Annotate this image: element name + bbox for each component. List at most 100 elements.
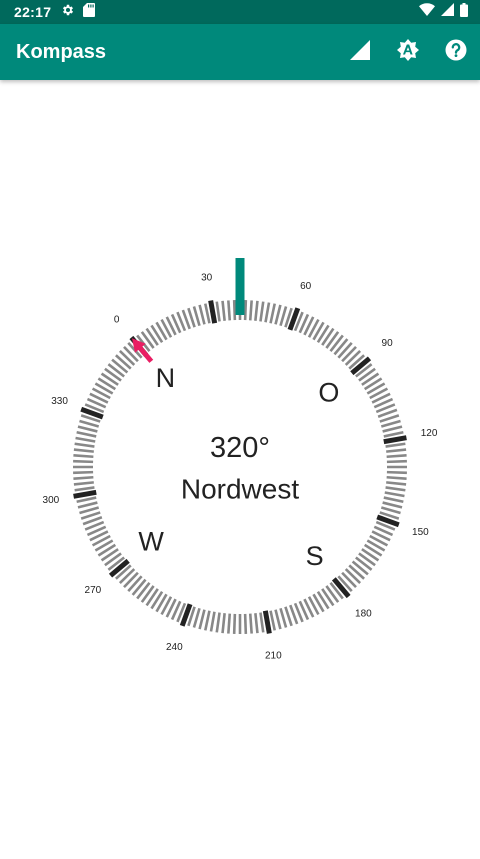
minor-tick [155,593,168,613]
status-bar: 22:17 [0,0,480,24]
minor-tick [79,419,100,428]
major-tick [376,514,400,528]
minor-tick [351,560,369,576]
minor-tick [355,556,373,571]
minor-tick [386,470,407,475]
minor-tick [377,408,398,418]
minor-tick [91,534,111,547]
compass-area: 0 30 60 90 120 150 180 210 240 270 300 330 N O S W … [0,80,480,854]
minor-tick [86,397,107,409]
minor-tick [192,306,201,327]
sd-card-icon [83,2,96,22]
signal-strength-button[interactable] [336,28,384,76]
minor-tick [366,539,386,552]
cell-signal-icon [441,3,454,21]
minor-tick [160,318,173,338]
minor-tick [97,377,117,391]
minor-tick [104,552,122,567]
minor-tick [284,606,293,627]
minor-tick [312,321,325,341]
north-arrow-icon [132,338,154,363]
minor-tick [140,331,155,349]
degree-label: 210 [265,651,282,662]
wifi-icon [419,3,435,21]
minor-tick [198,304,206,325]
minor-tick [107,556,125,571]
minor-tick [269,303,276,324]
cardinal-south: S [306,541,324,571]
minor-tick [74,486,95,492]
minor-tick [371,392,391,404]
minor-tick [160,596,173,616]
auto-brightness-button[interactable] [384,28,432,76]
minor-tick [337,342,353,359]
minor-tick [259,301,265,322]
minor-tick [369,534,389,547]
minor-tick [198,609,206,630]
major-tick [287,307,301,331]
minor-tick [104,367,122,382]
minor-tick [363,543,383,557]
major-tick [350,356,372,376]
minor-tick [298,600,310,621]
minor-tick [84,520,105,531]
minor-tick [269,610,276,631]
minor-tick [150,590,164,610]
minor-tick [321,588,335,607]
app-title: Kompass [16,40,107,63]
help-button[interactable] [432,28,480,76]
heading-degrees: 320° [210,432,270,464]
minor-tick [155,321,168,341]
minor-tick [248,613,253,634]
minor-tick [89,392,109,404]
minor-tick [348,564,365,580]
minor-tick [358,367,376,382]
minor-tick [176,311,187,332]
minor-tick [325,331,340,349]
minor-tick [94,539,114,552]
minor-tick [145,588,159,607]
minor-tick [361,548,380,562]
minor-tick [380,419,401,428]
minor-tick [259,612,265,633]
minor-tick [221,300,226,321]
minor-tick [187,307,196,328]
major-tick [383,435,407,445]
minor-tick [307,596,320,616]
minor-tick [150,324,164,344]
minor-tick [232,300,237,321]
minor-tick [379,414,400,423]
minor-tick [325,585,340,603]
minor-tick [329,582,344,600]
north-arrow-head [132,338,146,353]
minor-tick [91,387,111,400]
minor-tick [344,350,362,366]
minor-tick [316,324,330,344]
minor-tick [274,304,282,325]
minor-tick [82,516,103,526]
minor-tick [274,609,282,630]
minor-tick [358,552,376,567]
minor-tick [303,598,315,618]
minor-tick [74,442,95,448]
minor-tick [307,318,320,338]
minor-tick [363,377,383,391]
minor-tick [366,382,386,395]
minor-tick [89,530,109,542]
minor-tick [386,481,407,486]
cardinal-labels: N O S W [138,363,339,571]
minor-tick [127,575,143,592]
compass-ticks [73,300,407,634]
minor-tick [123,571,139,589]
minor-tick [382,501,403,509]
brightness-auto-icon [396,38,420,67]
degree-label: 0 [114,314,120,325]
minor-tick [316,590,330,610]
minor-tick [341,571,357,589]
minor-tick [131,578,147,596]
minor-tick [279,306,288,327]
app-bar: Kompass [0,24,480,80]
heading-indicator [235,258,245,315]
minor-tick [79,506,100,515]
